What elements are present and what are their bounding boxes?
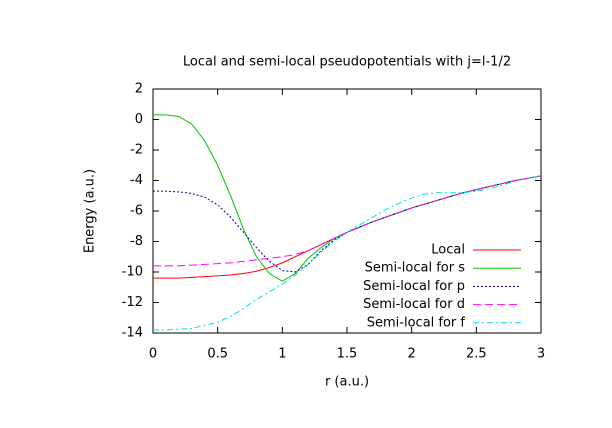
line-series	[153, 175, 542, 267]
y-tick-label: -8	[130, 234, 143, 249]
y-tick-label: 0	[135, 112, 143, 127]
legend-label: Semi-local for f	[367, 315, 466, 330]
y-tick-label: -4	[130, 173, 143, 188]
chart-title: Local and semi-local pseudopotentials wi…	[183, 55, 511, 70]
y-axis-label: Energy (a.u.)	[83, 169, 98, 253]
line-series	[153, 175, 542, 331]
y-tick-label: -6	[130, 204, 143, 219]
line-series	[153, 114, 542, 282]
y-tick-label: -14	[122, 326, 143, 341]
y-tick-label: 2	[135, 82, 143, 97]
legend-label: Semi-local for d	[363, 297, 465, 312]
x-tick-label: 2	[408, 347, 416, 362]
x-tick-label: 2.5	[466, 347, 487, 362]
x-tick-label: 3	[537, 347, 545, 362]
y-tick-label: -2	[130, 143, 143, 158]
x-tick-label: 0	[149, 347, 157, 362]
legend-label: Local	[431, 243, 465, 258]
x-tick-label: 1	[278, 347, 286, 362]
legend-label: Semi-local for p	[363, 279, 465, 294]
legend-label: Semi-local for s	[365, 261, 466, 276]
x-tick-label: 1.5	[337, 347, 358, 362]
x-axis-label: r (a.u.)	[325, 375, 369, 390]
plot-border	[152, 88, 542, 334]
y-tick-label: -10	[122, 265, 143, 280]
x-tick-label: 0.5	[207, 347, 228, 362]
line-series	[153, 175, 542, 279]
y-tick-label: -12	[122, 295, 143, 310]
